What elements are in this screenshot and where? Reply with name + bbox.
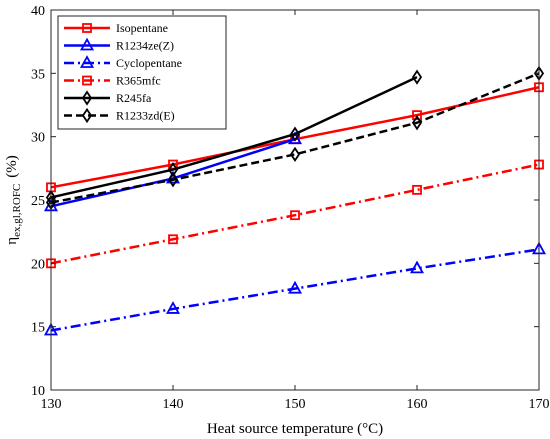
legend: Isopentane R1234ze(Z) Cyclopentane R365mfc R… (57, 15, 227, 130)
data-point-square (82, 75, 92, 86)
x-axis-label: Heat source temperature (°C) (207, 421, 383, 437)
y-tick-label: 15 (31, 321, 45, 336)
data-point-triangle (79, 55, 95, 68)
data-point-diamond (81, 90, 93, 106)
y-tick-label: 30 (31, 131, 45, 146)
y-tick-label: 10 (31, 384, 45, 399)
series-layer (43, 65, 547, 336)
data-point-diamond (81, 107, 93, 124)
data-point-square (82, 23, 92, 33)
legend-item: R365mfc (64, 74, 161, 88)
data-point-triangle (165, 301, 181, 314)
x-tick-label: 140 (163, 397, 184, 412)
legend-item: Isopentane (64, 21, 168, 35)
data-point-triangle (409, 260, 425, 274)
legend-label: R365mfc (116, 74, 161, 88)
data-point-square (168, 234, 178, 245)
data-point-triangle (287, 131, 303, 145)
legend-item: Cyclopentane (64, 55, 182, 70)
data-point-diamond (289, 126, 301, 142)
series-line (50, 76, 418, 199)
legend-item: R1233zd(E) (64, 107, 175, 124)
y-axis-label-unit: (%) (4, 155, 20, 178)
data-point-diamond (411, 115, 423, 131)
axis-ticks: 130 140 150 160 170 10 15 20 25 30 35 40 (31, 4, 550, 412)
y-tick-label: 25 (31, 194, 45, 209)
legend-item: R245fa (64, 90, 152, 106)
data-point-diamond (167, 161, 179, 178)
x-tick-label: 160 (407, 397, 428, 412)
legend-label: Isopentane (116, 21, 168, 35)
y-axis-label-main: η (4, 237, 20, 245)
legend-label: R1234ze(Z) (116, 39, 174, 53)
y-axis-label-subscript: ex,gl,ROFC (11, 184, 23, 237)
series-line (50, 248, 540, 332)
y-tick-label: 35 (31, 67, 45, 82)
data-point-diamond (289, 146, 301, 163)
series-cyclopentane (43, 241, 547, 336)
legend-item: R1234ze(Z) (64, 37, 174, 53)
data-point-square (412, 184, 422, 195)
legend-label: Cyclopentane (116, 56, 182, 70)
y-axis-label: ηex,gl,ROFC (%) (4, 155, 23, 245)
series-line (50, 163, 540, 265)
y-tick-label: 40 (31, 4, 45, 19)
data-point-triangle (287, 280, 303, 294)
x-tick-label: 170 (529, 397, 550, 412)
data-point-square (290, 210, 300, 221)
data-point-square (412, 110, 422, 121)
y-tick-label: 20 (31, 257, 45, 272)
data-point-diamond (167, 172, 179, 188)
series-r365mfc (46, 159, 544, 269)
x-tick-label: 150 (285, 397, 306, 412)
x-tick-label: 130 (41, 397, 62, 412)
legend-label: R1233zd(E) (116, 109, 175, 123)
legend-label: R245fa (116, 91, 152, 105)
data-point-triangle (79, 37, 95, 51)
data-point-diamond (411, 69, 423, 85)
